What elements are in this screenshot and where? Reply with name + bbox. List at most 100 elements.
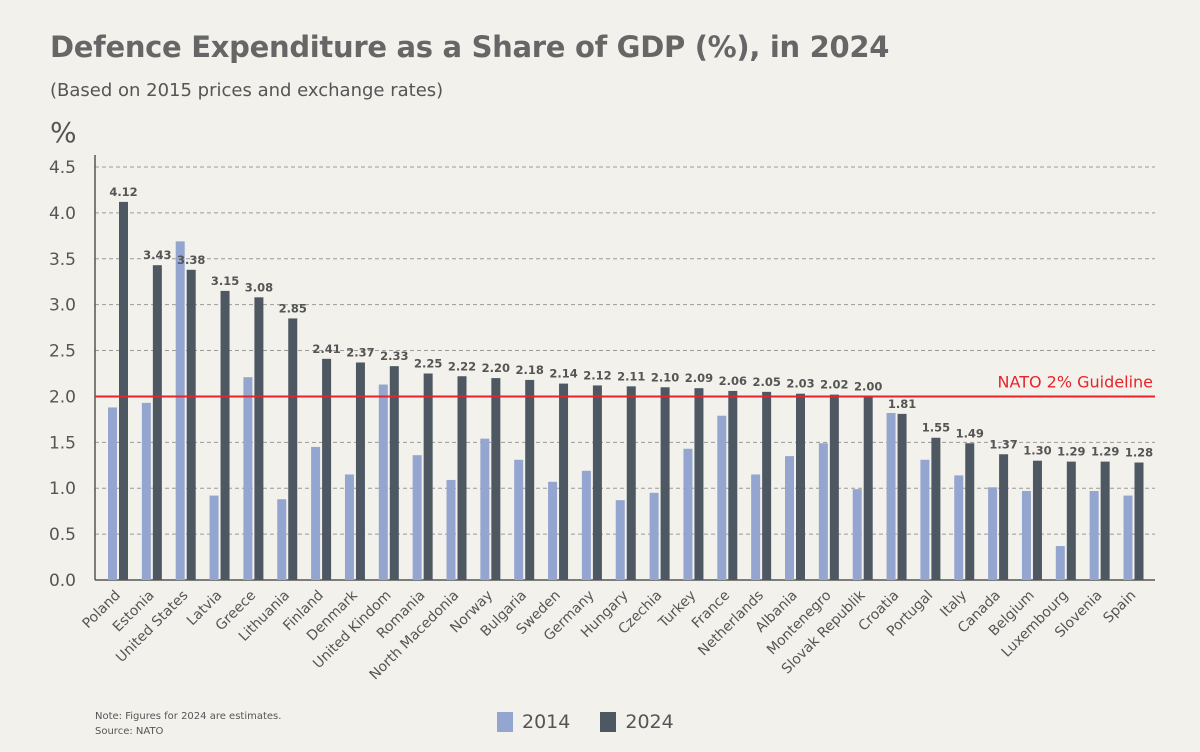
- chart-note: Note: Figures for 2024 are estimates. So…: [95, 709, 281, 739]
- bar-2014-poland: [108, 407, 117, 580]
- legend-item-2014: 2014: [497, 711, 570, 733]
- data-label-croatia: 1.81: [888, 397, 916, 411]
- bar-2024-bulgaria: [525, 379, 535, 580]
- y-tick-label: 2.0: [49, 387, 76, 407]
- data-label-germany: 2.12: [583, 368, 611, 382]
- data-label-belgium: 1.30: [1023, 444, 1051, 458]
- legend-item-2024: 2024: [600, 711, 674, 733]
- bar-2024-slovenia: [1100, 461, 1110, 580]
- bar-2024-norway: [491, 378, 501, 580]
- bar-2014-greece: [243, 377, 253, 580]
- data-label-finland: 2.41: [312, 342, 340, 356]
- bar-2024-north-macedonia: [457, 376, 467, 580]
- bar-2014-czechia: [649, 492, 659, 580]
- bar-2014-slovenia: [1089, 490, 1099, 580]
- bar-2014-france: [717, 415, 727, 580]
- bar-2014-portugal: [920, 459, 930, 580]
- bar-2024-luxembourg: [1066, 461, 1076, 580]
- bar-2014-hungary: [615, 500, 625, 580]
- data-label-romania: 2.25: [414, 357, 442, 371]
- bar-2014-latvia: [209, 495, 219, 580]
- data-label-slovenia: 1.29: [1091, 445, 1119, 459]
- data-label-denmark: 2.37: [346, 345, 374, 359]
- bar-2014-netherlands: [751, 474, 761, 580]
- bar-2024-croatia: [897, 413, 907, 580]
- bar-2024-canada: [999, 454, 1009, 580]
- y-tick-label: 1.0: [49, 479, 76, 499]
- x-tick-label-spain: Spain: [1100, 588, 1139, 627]
- bar-2024-portugal: [931, 437, 941, 580]
- bar-2024-united-kindom: [389, 366, 399, 580]
- data-label-spain: 1.28: [1125, 446, 1153, 460]
- data-label-montenegro: 2.02: [820, 378, 848, 392]
- bar-2014-germany: [581, 470, 591, 580]
- bar-2014-united-states: [175, 241, 185, 580]
- bar-2024-denmark: [355, 362, 365, 580]
- bar-2024-latvia: [220, 290, 230, 580]
- y-tick-label: 2.5: [49, 342, 76, 362]
- data-label-norway: 2.20: [482, 361, 510, 375]
- bar-2024-hungary: [626, 386, 636, 580]
- y-tick-label: 4.5: [49, 158, 76, 178]
- legend-label-2024: 2024: [625, 711, 674, 733]
- data-label-estonia: 3.43: [143, 248, 171, 262]
- bar-2014-canada: [988, 487, 998, 580]
- y-axis-label: %: [50, 116, 77, 149]
- bar-2024-estonia: [152, 265, 162, 580]
- data-label-greece: 3.08: [245, 280, 273, 294]
- chart-subtitle: (Based on 2015 prices and exchange rates…: [50, 80, 444, 101]
- data-label-sweden: 2.14: [549, 367, 577, 381]
- bar-2024-czechia: [660, 387, 670, 580]
- bar-2014-united-kindom: [378, 384, 388, 580]
- data-label-czechia: 2.10: [651, 370, 679, 384]
- bar-2024-romania: [423, 373, 433, 580]
- data-label-canada: 1.37: [989, 437, 1017, 451]
- bar-2014-norway: [480, 438, 490, 580]
- bar-2014-romania: [412, 455, 422, 580]
- bar-2014-italy: [954, 475, 964, 580]
- bar-2024-greece: [254, 297, 264, 580]
- bar-2014-denmark: [344, 474, 354, 580]
- bar-2024-slovak-republik: [863, 396, 873, 580]
- bar-2024-sweden: [559, 383, 569, 580]
- data-label-luxembourg: 1.29: [1057, 445, 1085, 459]
- bar-2014-luxembourg: [1055, 546, 1065, 580]
- data-label-united-kindom: 2.33: [380, 349, 408, 363]
- note-text: Note: Figures for 2024 are estimates.: [95, 711, 282, 722]
- bar-2024-turkey: [694, 388, 704, 580]
- bar-2024-netherlands: [762, 391, 772, 580]
- y-tick-label: 1.5: [49, 433, 76, 453]
- bar-2014-slovak-republik: [852, 489, 862, 580]
- legend-swatch-2024: [600, 712, 617, 732]
- bar-2014-albania: [785, 456, 794, 580]
- bar-2014-north-macedonia: [446, 479, 456, 580]
- legend-label-2014: 2014: [522, 711, 571, 733]
- bar-2024-united-states: [186, 269, 196, 580]
- y-tick-label: 0.5: [49, 525, 76, 545]
- bar-2024-poland: [119, 201, 128, 580]
- bar-2014-bulgaria: [514, 459, 524, 580]
- data-label-france: 2.06: [719, 374, 747, 388]
- bar-2024-montenegro: [829, 394, 839, 580]
- bar-2014-belgium: [1021, 490, 1031, 580]
- bar-2014-turkey: [683, 448, 693, 580]
- bar-2014-lithuania: [277, 499, 287, 580]
- y-tick-label: 3.5: [49, 250, 76, 270]
- bar-2014-estonia: [141, 402, 151, 580]
- y-tick-label: 0.0: [49, 571, 76, 591]
- bar-2024-albania: [796, 393, 805, 580]
- bar-2024-italy: [965, 443, 975, 580]
- bar-2024-belgium: [1032, 460, 1042, 580]
- bar-2024-lithuania: [288, 318, 298, 580]
- bar-2014-montenegro: [818, 443, 828, 580]
- nato-guideline-label: NATO 2% Guideline: [998, 372, 1153, 391]
- bar-2024-finland: [322, 358, 332, 580]
- bar-2024-france: [728, 390, 738, 580]
- chart-legend: 2014 2024: [497, 711, 704, 733]
- data-label-netherlands: 2.05: [752, 375, 780, 389]
- data-label-turkey: 2.09: [685, 371, 713, 385]
- bar-2014-croatia: [886, 412, 896, 580]
- bar-2024-spain: [1134, 462, 1144, 580]
- y-tick-label: 4.0: [49, 204, 76, 224]
